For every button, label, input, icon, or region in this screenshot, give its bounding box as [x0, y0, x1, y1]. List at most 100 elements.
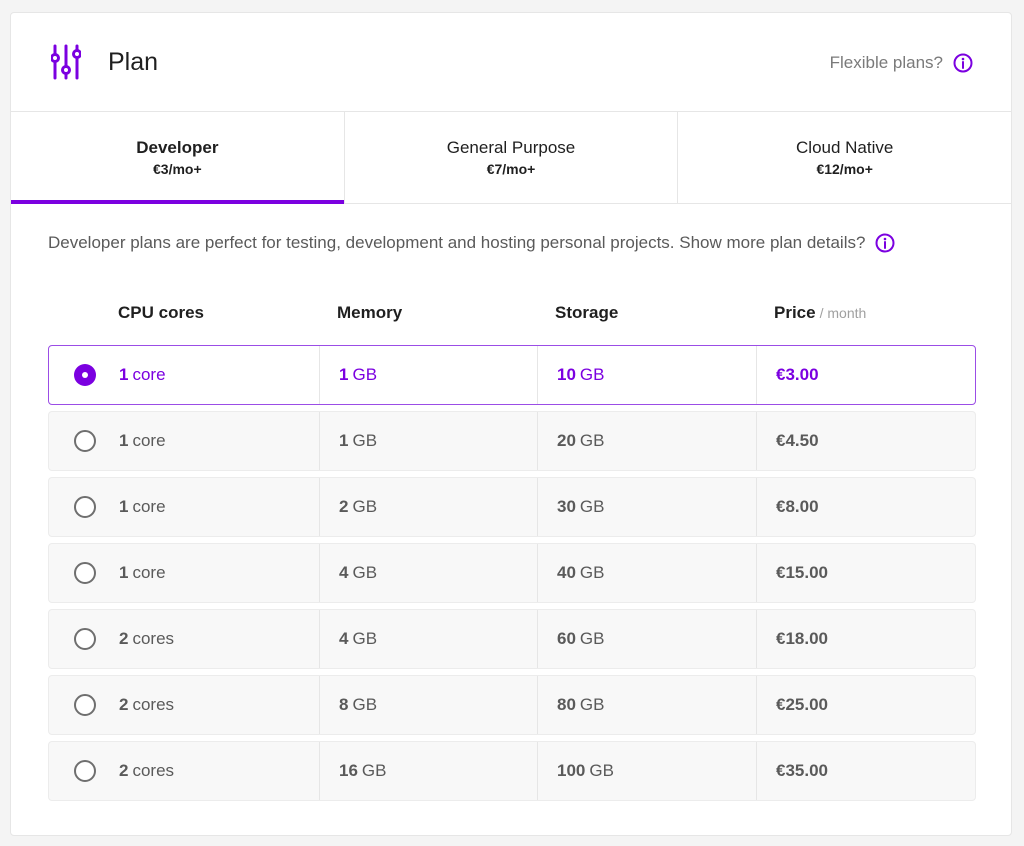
memory-value: 1 — [339, 431, 349, 450]
tab-cloud-native[interactable]: Cloud Native €12/mo+ — [677, 112, 1011, 203]
cpu-unit: cores — [132, 629, 175, 648]
flexible-plans-label: Flexible plans? — [829, 53, 943, 72]
memory-unit: GB — [352, 431, 378, 450]
radio-button[interactable] — [74, 694, 96, 716]
table-row[interactable]: 1 core 2 GB 30 GB €8.00 — [48, 477, 976, 537]
cell-price: €4.50 — [756, 412, 975, 470]
tab-general-purpose[interactable]: General Purpose €7/mo+ — [343, 112, 678, 203]
cpu-count: 1 — [119, 365, 129, 384]
tab-price: €7/mo+ — [486, 160, 536, 177]
table-row[interactable]: 1 core 4 GB 40 GB €15.00 — [48, 543, 976, 603]
cell-cpu: 1 core — [119, 412, 319, 470]
header-cpu: CPU cores — [118, 303, 204, 322]
tab-developer[interactable]: Developer €3/mo+ — [11, 112, 344, 204]
cell-memory: 8 GB — [319, 676, 537, 734]
flexible-plans-link[interactable]: Flexible plans? — [830, 51, 973, 75]
header-price-label: Price — [774, 303, 816, 322]
header-price: Price / month — [774, 303, 866, 323]
cell-memory: 2 GB — [319, 478, 537, 536]
memory-value: 16 — [339, 761, 358, 780]
memory-unit: GB — [352, 365, 378, 384]
table-header: CPU cores Memory Storage Price / month — [48, 303, 976, 327]
cell-storage: 40 GB — [537, 544, 756, 602]
description-text: Developer plans are perfect for testing,… — [48, 233, 866, 252]
cpu-count: 2 — [119, 761, 129, 780]
memory-unit: GB — [352, 497, 378, 516]
storage-value: 40 — [557, 563, 576, 582]
storage-value: 80 — [557, 695, 576, 714]
storage-value: 20 — [557, 431, 576, 450]
cell-memory: 1 GB — [319, 346, 537, 404]
radio-button[interactable] — [74, 562, 96, 584]
tab-name: General Purpose — [446, 137, 576, 157]
table-row[interactable]: 2 cores 4 GB 60 GB €18.00 — [48, 609, 976, 669]
cell-cpu: 2 cores — [119, 742, 319, 800]
cell-storage: 20 GB — [537, 412, 756, 470]
plan-description: Developer plans are perfect for testing,… — [48, 231, 895, 255]
cell-memory: 4 GB — [319, 610, 537, 668]
table-row[interactable]: 1 core 1 GB 10 GB €3.00 — [48, 345, 976, 405]
table-row[interactable]: 1 core 1 GB 20 GB €4.50 — [48, 411, 976, 471]
memory-unit: GB — [352, 629, 378, 648]
header-memory: Memory — [337, 303, 403, 322]
cpu-count: 1 — [119, 563, 129, 582]
plan-table: 1 core 1 GB 10 GB €3.00 1 core 1 GB 20 GB €4.5… — [48, 345, 976, 807]
table-row[interactable]: 2 cores 8 GB 80 GB €25.00 — [48, 675, 976, 735]
cell-cpu: 2 cores — [119, 610, 319, 668]
header-storage: Storage — [555, 303, 619, 322]
cell-price: €18.00 — [756, 610, 975, 668]
cpu-unit: cores — [132, 761, 175, 780]
storage-unit: GB — [579, 431, 605, 450]
cell-price: €35.00 — [756, 742, 975, 800]
cpu-count: 1 — [119, 497, 129, 516]
cell-cpu: 1 core — [119, 346, 319, 404]
page-title: Plan — [108, 48, 159, 76]
cell-storage: 60 GB — [537, 610, 756, 668]
storage-value: 100 — [557, 761, 586, 780]
memory-value: 2 — [339, 497, 349, 516]
cpu-count: 2 — [119, 695, 129, 714]
radio-button[interactable] — [74, 364, 96, 386]
cell-cpu: 2 cores — [119, 676, 319, 734]
header-price-period: / month — [819, 305, 867, 321]
storage-unit: GB — [579, 629, 605, 648]
memory-value: 4 — [339, 563, 349, 582]
cell-price: €3.00 — [756, 346, 975, 404]
plan-card: Plan Flexible plans? Developer €3/mo+ Ge… — [10, 12, 1012, 836]
memory-value: 4 — [339, 629, 349, 648]
table-row[interactable]: 2 cores 16 GB 100 GB €35.00 — [48, 741, 976, 801]
cell-storage: 30 GB — [537, 478, 756, 536]
radio-button[interactable] — [74, 760, 96, 782]
cell-memory: 4 GB — [319, 544, 537, 602]
info-icon[interactable] — [953, 53, 973, 73]
cell-price: €15.00 — [756, 544, 975, 602]
radio-button[interactable] — [74, 496, 96, 518]
cell-storage: 80 GB — [537, 676, 756, 734]
plan-header: Plan Flexible plans? — [11, 13, 1011, 112]
tab-price: €3/mo+ — [153, 160, 202, 177]
memory-unit: GB — [352, 563, 378, 582]
storage-unit: GB — [579, 563, 605, 582]
cpu-unit: core — [132, 431, 166, 450]
cpu-unit: core — [132, 497, 166, 516]
storage-unit: GB — [579, 365, 605, 384]
info-icon[interactable] — [875, 233, 895, 253]
radio-button[interactable] — [74, 430, 96, 452]
storage-value: 10 — [557, 365, 576, 384]
cell-memory: 16 GB — [319, 742, 537, 800]
cpu-count: 2 — [119, 629, 129, 648]
cpu-count: 1 — [119, 431, 129, 450]
cell-price: €25.00 — [756, 676, 975, 734]
storage-unit: GB — [579, 695, 605, 714]
cpu-unit: core — [132, 365, 166, 384]
radio-button[interactable] — [74, 628, 96, 650]
sliders-icon — [51, 44, 81, 80]
memory-unit: GB — [361, 761, 387, 780]
tab-name: Cloud Native — [796, 137, 894, 157]
memory-value: 1 — [339, 365, 349, 384]
cpu-unit: cores — [132, 695, 175, 714]
cpu-unit: core — [132, 563, 166, 582]
tab-price: €12/mo+ — [816, 160, 873, 177]
plan-tabs: Developer €3/mo+ General Purpose €7/mo+ … — [11, 112, 1011, 204]
storage-value: 30 — [557, 497, 576, 516]
